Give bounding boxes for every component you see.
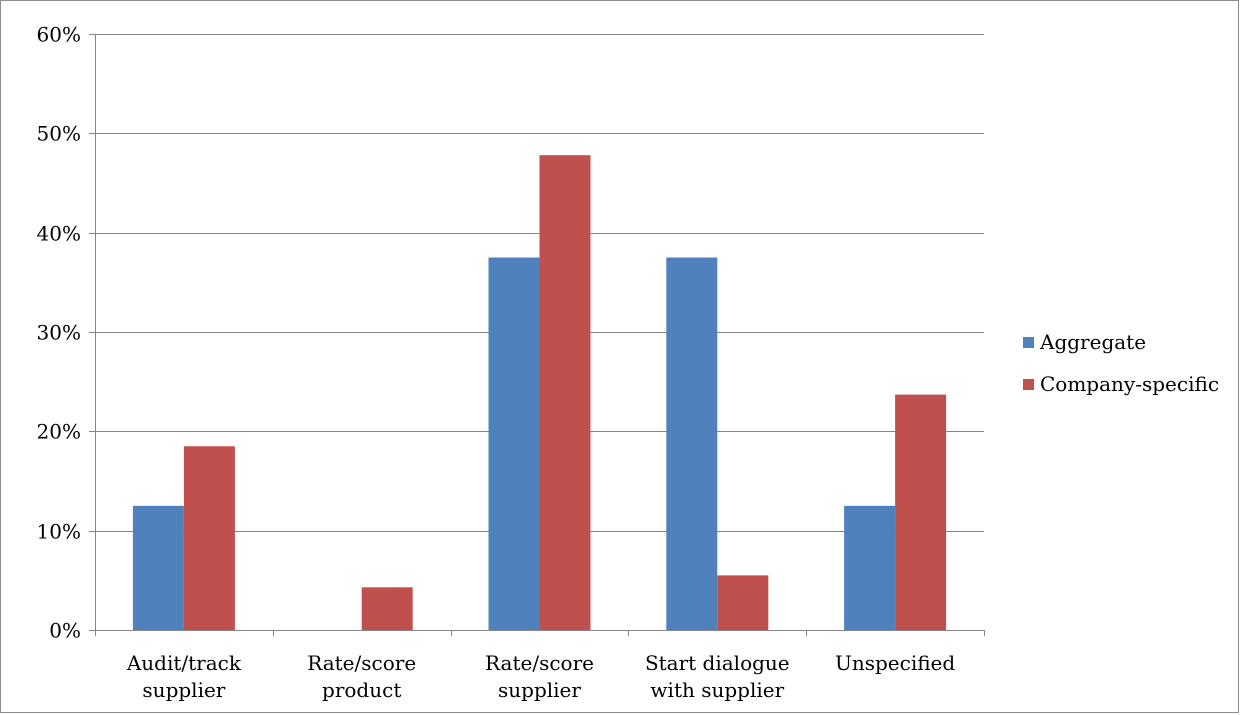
legend-swatch (1023, 379, 1034, 390)
bar-company-specific (183, 446, 235, 630)
bar-company-specific (717, 575, 769, 630)
legend-label: Company-specific (1040, 372, 1219, 396)
bar-aggregate (132, 505, 184, 630)
x-category-label: Rate/score (485, 651, 594, 675)
y-tick-label: 50% (37, 122, 81, 146)
x-category-label: with supplier (650, 678, 784, 702)
bar-company-specific (361, 587, 413, 630)
x-category-label: Unspecified (835, 651, 955, 675)
y-tick-label: 60% (37, 23, 81, 47)
y-tick-label: 0% (49, 619, 81, 643)
bar-company-specific (539, 155, 591, 631)
x-category-labels: Audit/track supplier Rate/score product Rate… (126, 651, 956, 702)
y-tick-labels: 0% 10% 20% 30% 40% 50% 60% (37, 23, 81, 643)
bar-company-specific (895, 394, 947, 630)
y-tick-label: 40% (37, 222, 81, 246)
y-tick-label: 10% (37, 520, 81, 544)
legend-swatch (1023, 337, 1034, 348)
bar-aggregate (844, 505, 896, 630)
bars (132, 155, 947, 631)
bar-aggregate (666, 257, 718, 630)
x-category-label: Start dialogue (645, 651, 790, 675)
legend-label: Aggregate (1039, 330, 1146, 354)
y-tick-label: 30% (37, 321, 81, 345)
x-category-label: Rate/score (307, 651, 416, 675)
y-tick-label: 20% (37, 420, 81, 444)
bar-aggregate (488, 257, 540, 630)
x-category-label: supplier (498, 678, 581, 702)
x-category-label: supplier (142, 678, 225, 702)
legend: Aggregate Company-specific (1023, 330, 1219, 396)
x-category-label: Audit/track (126, 651, 242, 675)
axes (89, 34, 985, 636)
x-category-label: product (322, 678, 401, 702)
